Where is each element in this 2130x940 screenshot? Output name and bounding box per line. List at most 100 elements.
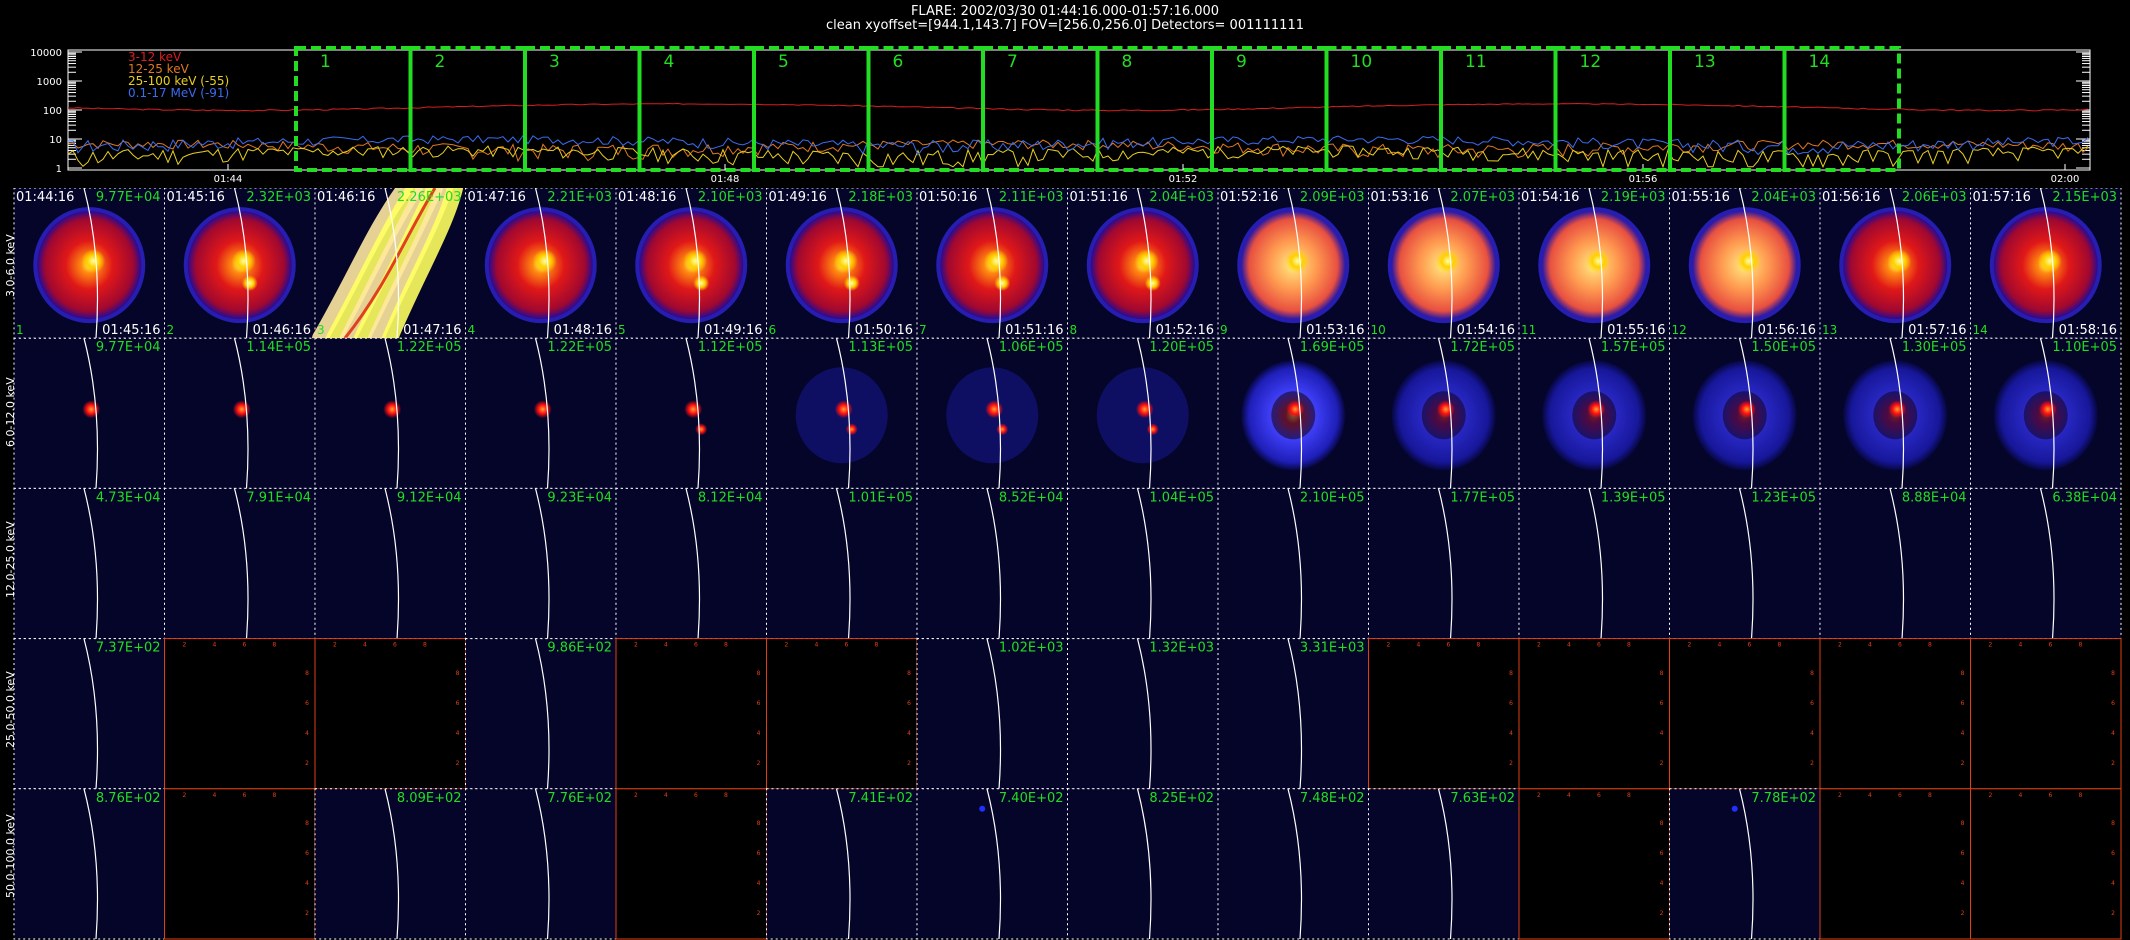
- solar-limb: [233, 188, 249, 339]
- y-tick-label: 10: [49, 135, 62, 146]
- solar-limb: [1136, 338, 1152, 489]
- empty-panel: [766, 638, 918, 790]
- flare-kernel: [695, 423, 708, 436]
- flare-kernel: [1736, 249, 1761, 274]
- empty-axis-tick: 2: [757, 760, 761, 767]
- plot-header: FLARE: 2002/03/30 01:44:16.000-01:57:16.…: [0, 0, 2130, 40]
- image-cell: 2 2 4 4 6 6 8 8: [1518, 788, 1670, 940]
- empty-axis-tick: 2: [305, 760, 309, 767]
- image-maximum: 2.04E+03: [1149, 190, 1214, 205]
- saturated-streak: [312, 188, 413, 347]
- y-tick-label: 1000: [37, 77, 62, 88]
- empty-axis-tick: 6: [1509, 700, 1513, 707]
- solar-limb: [1437, 488, 1453, 639]
- x-tick-label: 01:48: [711, 174, 740, 185]
- solar-limb: [1889, 338, 1905, 489]
- image-maximum: 1.77E+05: [1450, 490, 1515, 505]
- flare-kernel: [1144, 275, 1161, 292]
- image-maximum: 7.76E+02: [547, 791, 612, 806]
- interval-end-time: 01:50:16: [855, 323, 913, 338]
- empty-axis-tick: 6: [2049, 792, 2053, 799]
- flare-kernel: [1286, 400, 1305, 419]
- image-maximum: 2.10E+05: [1300, 490, 1365, 505]
- solar-limb: [1437, 788, 1453, 940]
- empty-axis-tick: 4: [2111, 880, 2115, 887]
- interval-start-time: 01:47:16: [468, 190, 526, 205]
- image-maximum: 1.12E+05: [698, 340, 763, 355]
- empty-axis-tick: 4: [1961, 730, 1965, 737]
- flare-kernel: [1146, 423, 1159, 436]
- image-maximum: 1.30E+05: [1902, 340, 1967, 355]
- empty-axis-tick: 6: [907, 700, 911, 707]
- time-interval-box: [294, 46, 413, 172]
- interval-end-time: 01:57:16: [1908, 323, 1966, 338]
- legend-entry: 25-100 keV (-55): [128, 74, 229, 88]
- image-cell: 2 2 4 4 6 6 8 8: [1669, 638, 1821, 790]
- image-cell: 9.77E+04: [13, 337, 165, 489]
- image-maximum: 8.12E+04: [698, 490, 763, 505]
- interval-end-time: 01:46:16: [253, 323, 311, 338]
- empty-axis-tick: 2: [183, 792, 187, 799]
- empty-panel: [164, 788, 316, 940]
- saturated-streak: [382, 188, 463, 347]
- x-tick-label: 01:44: [214, 174, 243, 185]
- empty-axis-tick: 6: [1961, 850, 1965, 857]
- image-maximum: 7.63E+02: [1450, 791, 1515, 806]
- flare-kernel: [533, 400, 552, 419]
- solar-limb: [1136, 488, 1152, 639]
- flare-kernel: [82, 400, 101, 419]
- image-cell: 1.32E+03: [1067, 638, 1219, 790]
- flare-kernel: [1135, 400, 1154, 419]
- time-interval-box: [866, 46, 985, 172]
- empty-axis-tick: 8: [1477, 642, 1481, 649]
- empty-axis-tick: 8: [1810, 670, 1814, 677]
- empty-axis-tick: 6: [2049, 642, 2053, 649]
- image-cell: 1.23E+05: [1669, 487, 1821, 640]
- image-cell: 1.06E+05: [916, 337, 1068, 489]
- interval-end-time: 01:45:16: [102, 323, 160, 338]
- image-maximum: 1.23E+05: [1751, 490, 1816, 505]
- empty-axis-tick: 8: [273, 792, 277, 799]
- flare-kernel: [984, 249, 1009, 274]
- empty-axis-tick: 6: [2111, 850, 2115, 857]
- interval-end-time: 01:53:16: [1306, 323, 1364, 338]
- flare-kernel: [1285, 249, 1310, 274]
- image-maximum: 2.26E+03: [397, 190, 462, 205]
- solar-limb: [1136, 788, 1152, 940]
- saturated-streak: [343, 188, 437, 340]
- legend-entry: 3-12 keV: [128, 50, 182, 64]
- image-cell: 2.04E+03 01:51:16 01:52:16 8: [1067, 188, 1219, 339]
- empty-axis-tick: 6: [243, 642, 247, 649]
- time-interval-box: [981, 46, 1100, 172]
- time-interval-box: [523, 46, 642, 172]
- flare-kernel: [532, 249, 557, 274]
- flare-kernel: [241, 275, 258, 292]
- empty-axis-tick: 8: [2079, 792, 2083, 799]
- image-maximum: 2.11E+03: [999, 190, 1064, 205]
- flare-kernel: [985, 400, 1004, 419]
- empty-axis-tick: 2: [2111, 760, 2115, 767]
- empty-axis-tick: 8: [1928, 792, 1932, 799]
- flare-kernel: [1888, 400, 1907, 419]
- image-cell: 1.13E+05: [766, 337, 918, 489]
- panel-number: 1: [16, 323, 24, 337]
- x-tick-label: 01:52: [1169, 174, 1198, 185]
- interval-end-time: 01:55:16: [1607, 323, 1665, 338]
- solar-limb: [1738, 338, 1754, 489]
- time-interval-label: 9: [1236, 52, 1247, 72]
- empty-axis-tick: 2: [1660, 910, 1664, 917]
- empty-axis-tick: 4: [1567, 642, 1571, 649]
- solar-limb: [2039, 488, 2055, 639]
- image-cell: 2.18E+03 01:49:16 01:50:16 6: [766, 188, 918, 339]
- solar-limb: [986, 338, 1002, 489]
- solar-limb: [534, 338, 550, 489]
- empty-axis-tick: 6: [1748, 642, 1752, 649]
- empty-axis-tick: 4: [2019, 642, 2023, 649]
- solar-limb: [1287, 788, 1303, 940]
- interval-end-time: 01:49:16: [704, 323, 762, 338]
- empty-axis-tick: 8: [1961, 820, 1965, 827]
- time-interval-box: [1782, 46, 1901, 172]
- panel-number: 10: [1371, 323, 1386, 337]
- image-grid: 9.77E+04 01:44:16 01:45:16 1 2.32E+03 01:45:1…: [13, 188, 2122, 940]
- empty-axis-tick: 8: [305, 820, 309, 827]
